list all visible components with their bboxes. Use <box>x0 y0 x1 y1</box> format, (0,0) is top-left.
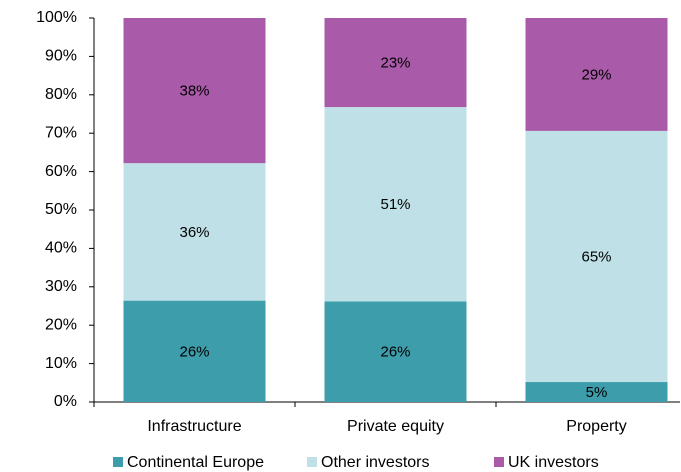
bar-segment <box>324 18 467 108</box>
bar-segment <box>525 18 668 131</box>
data-label: 5% <box>586 384 608 401</box>
x-tick-label: Private equity <box>347 418 444 435</box>
y-tick-label: 40% <box>45 240 77 257</box>
y-tick-label: 50% <box>45 201 77 218</box>
y-tick-label: 20% <box>45 316 77 333</box>
y-tick-label: 70% <box>45 124 77 141</box>
data-label: 23% <box>380 55 410 72</box>
bar-segment <box>123 163 266 301</box>
x-tick-label: Property <box>566 418 626 435</box>
y-tick-label: 30% <box>45 278 77 295</box>
legend-label: Continental Europe <box>127 454 264 471</box>
legend-swatch <box>307 457 317 467</box>
y-tick-label: 60% <box>45 163 77 180</box>
data-label: 65% <box>581 248 611 265</box>
data-label: 51% <box>380 196 410 213</box>
x-tick-label: Infrastructure <box>147 418 241 435</box>
legend-swatch <box>494 457 504 467</box>
bar-segment <box>123 300 266 402</box>
bar-segment <box>123 18 266 164</box>
y-tick-label: 100% <box>36 9 77 26</box>
data-label: 26% <box>380 344 410 361</box>
legend-swatch <box>113 457 123 467</box>
data-label: 38% <box>179 83 209 100</box>
bar-segment <box>324 301 467 402</box>
y-tick-label: 0% <box>54 393 77 410</box>
y-tick-label: 80% <box>45 86 77 103</box>
data-label: 29% <box>581 66 611 83</box>
y-tick-label: 90% <box>45 48 77 65</box>
bar-segment <box>525 130 668 383</box>
bar-segment <box>324 107 467 302</box>
y-tick-label: 10% <box>45 355 77 372</box>
bar-segment <box>525 382 668 402</box>
data-label: 36% <box>179 224 209 241</box>
data-label: 26% <box>179 343 209 360</box>
legend-label: Other investors <box>321 454 429 471</box>
legend-label: UK investors <box>508 454 599 471</box>
